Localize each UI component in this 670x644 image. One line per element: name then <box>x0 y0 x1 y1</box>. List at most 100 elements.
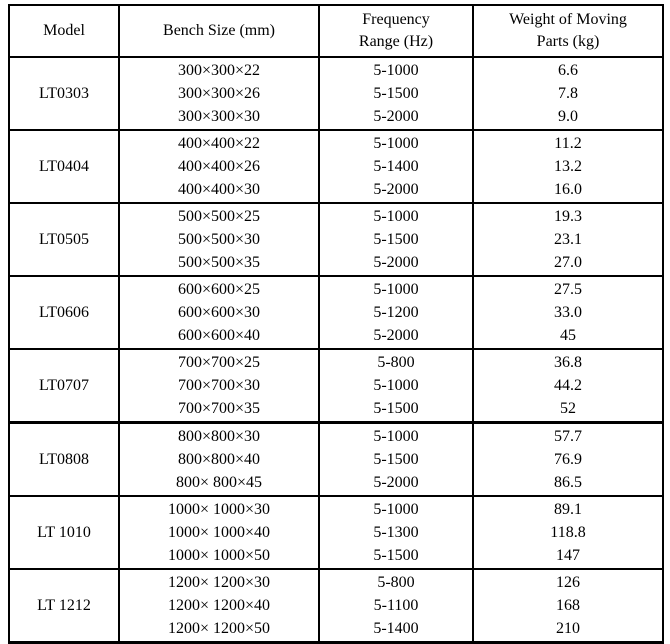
bench-size-value: 400×400×26 <box>177 158 261 175</box>
bench-size-value: 800×800×30 <box>177 428 261 445</box>
frequency-range-value: 5-2000 <box>373 108 419 125</box>
weight-value: 6.6 <box>558 62 578 79</box>
header-weight: Weight of Moving Parts (kg) <box>472 4 664 58</box>
table-header: Model Bench Size (mm) Frequency Range (H… <box>8 4 664 58</box>
frequency-range-cell: 5-1000 5-1500 5-2000 <box>318 202 474 277</box>
table-row: LT0404 400×400×22 400×400×26 400×400×30 … <box>8 129 664 204</box>
weight-cell: 57.7 76.9 86.5 <box>472 421 664 497</box>
bench-size-value: 500×500×35 <box>177 254 261 271</box>
bench-size-value: 700×700×30 <box>177 377 261 394</box>
bench-size-value: 500×500×30 <box>177 231 261 248</box>
model-cell: LT0707 <box>8 348 120 424</box>
bench-size-cell: 300×300×22 300×300×26 300×300×30 <box>118 56 320 131</box>
spec-table: Model Bench Size (mm) Frequency Range (H… <box>8 4 664 644</box>
bench-size-value: 400×400×30 <box>177 181 261 198</box>
table-row: LT0606 600×600×25 600×600×30 600×600×40 … <box>8 275 664 350</box>
frequency-range-value: 5-1300 <box>373 524 419 541</box>
frequency-range-value: 5-1500 <box>373 547 419 564</box>
weight-cell: 27.5 33.0 45 <box>472 275 664 350</box>
frequency-range-value: 5-1200 <box>373 304 419 321</box>
bench-size-value: 800×800×40 <box>177 451 261 468</box>
weight-value: 52 <box>560 400 576 417</box>
bench-size-cell: 400×400×22 400×400×26 400×400×30 <box>118 129 320 204</box>
weight-cell: 89.1 118.8 147 <box>472 495 664 570</box>
weight-value: 23.1 <box>554 231 582 248</box>
frequency-range-value: 5-1400 <box>373 620 419 637</box>
weight-value: 19.3 <box>554 208 582 225</box>
weight-value: 147 <box>556 547 580 564</box>
weight-value: 36.8 <box>554 354 582 371</box>
weight-value: 45 <box>560 327 576 344</box>
frequency-range-value: 5-1000 <box>373 62 419 79</box>
frequency-range-value: 5-1400 <box>373 158 419 175</box>
frequency-range-value: 5-1000 <box>373 501 419 518</box>
bench-size-value: 500×500×25 <box>177 208 261 225</box>
weight-value: 27.5 <box>554 281 582 298</box>
table-row: LT0303 300×300×22 300×300×26 300×300×30 … <box>8 56 664 131</box>
weight-value: 7.8 <box>558 85 578 102</box>
model-cell: LT 1010 <box>8 495 120 570</box>
bench-size-cell: 500×500×25 500×500×30 500×500×35 <box>118 202 320 277</box>
weight-value: 33.0 <box>554 304 582 321</box>
bench-size-cell: 1000× 1000×30 1000× 1000×40 1000× 1000×5… <box>118 495 320 570</box>
model-cell: LT0808 <box>8 421 120 497</box>
frequency-range-value: 5-1500 <box>373 400 419 417</box>
weight-cell: 11.2 13.2 16.0 <box>472 129 664 204</box>
header-row: Model Bench Size (mm) Frequency Range (H… <box>8 4 664 58</box>
table-row: LT0808 800×800×30 800×800×40 800× 800×45… <box>8 421 664 497</box>
weight-value: 76.9 <box>554 451 582 468</box>
bench-size-cell: 700×700×25 700×700×30 700×700×35 <box>118 348 320 424</box>
bench-size-value: 1000× 1000×30 <box>167 501 271 518</box>
table-row: LT 1212 1200× 1200×30 1200× 1200×40 1200… <box>8 568 664 644</box>
weight-value: 168 <box>556 597 580 614</box>
frequency-range-value: 5-2000 <box>373 254 419 271</box>
bench-size-value: 600×600×40 <box>177 327 261 344</box>
frequency-range-cell: 5-1000 5-1400 5-2000 <box>318 129 474 204</box>
weight-value: 44.2 <box>554 377 582 394</box>
frequency-range-value: 5-2000 <box>373 181 419 198</box>
frequency-range-value: 5-800 <box>377 574 415 591</box>
bench-size-value: 800× 800×45 <box>175 474 263 491</box>
weight-cell: 36.8 44.2 52 <box>472 348 664 424</box>
bench-size-value: 300×300×26 <box>177 85 261 102</box>
frequency-range-value: 5-2000 <box>373 327 419 344</box>
table-row: LT 1010 1000× 1000×30 1000× 1000×40 1000… <box>8 495 664 570</box>
weight-value: 86.5 <box>554 474 582 491</box>
bench-size-cell: 800×800×30 800×800×40 800× 800×45 <box>118 421 320 497</box>
frequency-range-cell: 5-1000 5-1200 5-2000 <box>318 275 474 350</box>
table-row: LT0707 700×700×25 700×700×30 700×700×35 … <box>8 348 664 424</box>
weight-value: 89.1 <box>554 501 582 518</box>
weight-value: 57.7 <box>554 428 582 445</box>
model-cell: LT0505 <box>8 202 120 277</box>
frequency-range-cell: 5-1000 5-1500 5-2000 <box>318 421 474 497</box>
frequency-range-value: 5-1000 <box>373 428 419 445</box>
weight-cell: 19.3 23.1 27.0 <box>472 202 664 277</box>
bench-size-value: 700×700×25 <box>177 354 261 371</box>
model-cell: LT0303 <box>8 56 120 131</box>
frequency-range-value: 5-800 <box>377 354 415 371</box>
weight-value: 13.2 <box>554 158 582 175</box>
bench-size-value: 300×300×30 <box>177 108 261 125</box>
frequency-range-value: 5-2000 <box>373 474 419 491</box>
frequency-range-cell: 5-800 5-1100 5-1400 <box>318 568 474 644</box>
weight-cell: 126 168 210 <box>472 568 664 644</box>
frequency-range-value: 5-1000 <box>373 208 419 225</box>
frequency-range-value: 5-1000 <box>373 281 419 298</box>
frequency-range-cell: 5-800 5-1000 5-1500 <box>318 348 474 424</box>
header-bench-size: Bench Size (mm) <box>118 4 320 58</box>
bench-size-value: 1200× 1200×30 <box>167 574 271 591</box>
model-cell: LT 1212 <box>8 568 120 644</box>
weight-value: 11.2 <box>554 135 582 152</box>
bench-size-cell: 600×600×25 600×600×30 600×600×40 <box>118 275 320 350</box>
bench-size-value: 700×700×35 <box>177 400 261 417</box>
weight-value: 16.0 <box>554 181 582 198</box>
weight-value: 210 <box>556 620 580 637</box>
table-body: LT0303 300×300×22 300×300×26 300×300×30 … <box>8 56 664 644</box>
frequency-range-value: 5-1100 <box>373 597 419 614</box>
bench-size-value: 1200× 1200×40 <box>167 597 271 614</box>
frequency-range-cell: 5-1000 5-1500 5-2000 <box>318 56 474 131</box>
frequency-range-value: 5-1000 <box>373 135 419 152</box>
header-model: Model <box>8 4 120 58</box>
bench-size-value: 1000× 1000×40 <box>167 524 271 541</box>
